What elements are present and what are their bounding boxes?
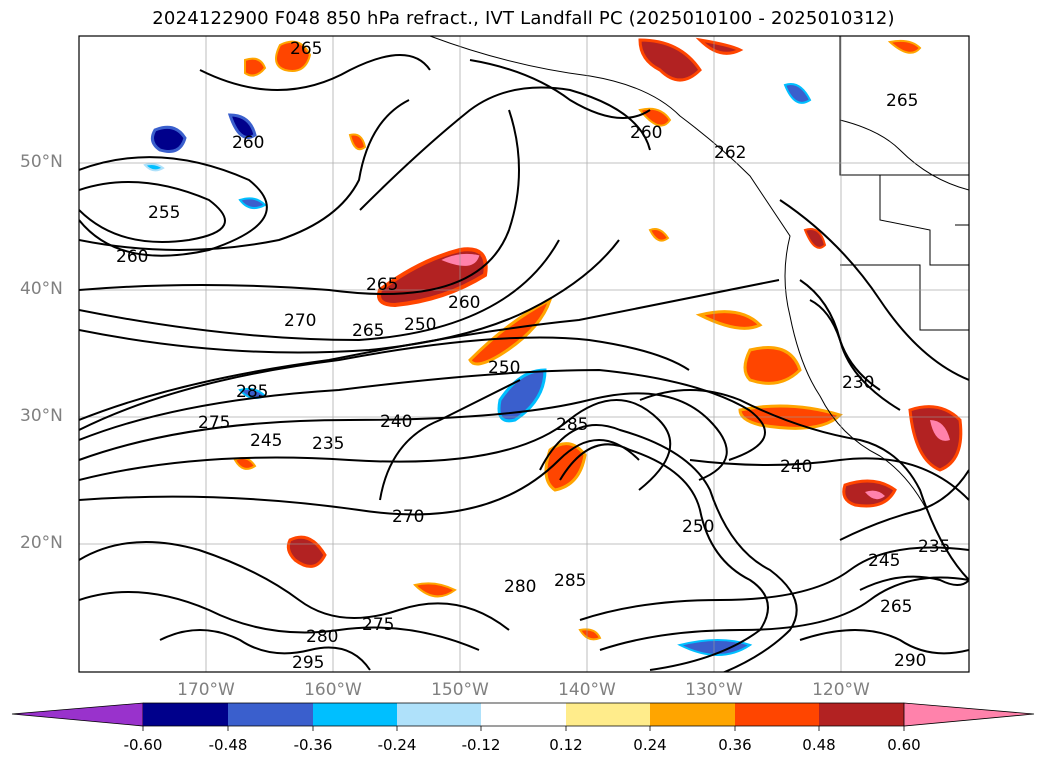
contour-label: 240 (780, 457, 812, 477)
contour-label: 260 (448, 293, 480, 313)
shaded-patches (143, 37, 963, 656)
contour-label: 270 (284, 311, 316, 331)
colorbar (11, 702, 1035, 731)
contour-label: 275 (362, 615, 394, 635)
gridlines (79, 36, 969, 672)
contour-label: 260 (232, 133, 264, 153)
contour-label: 265 (366, 275, 398, 295)
contour-label: 265 (352, 321, 384, 341)
contour-label: 255 (148, 203, 180, 223)
contour-label: 260 (116, 247, 148, 267)
colorbar-tick: 0.48 (802, 736, 836, 754)
contour-label: 260 (630, 123, 662, 143)
contour-label: 245 (250, 431, 282, 451)
map-title: 2024122900 F048 850 hPa refract., IVT La… (152, 8, 895, 29)
contour-label: 280 (504, 577, 536, 597)
lat-label: 20°N (20, 533, 63, 553)
lon-label: 170°W (177, 680, 235, 700)
lon-label: 130°W (685, 680, 743, 700)
contour-labels: 265 260 255 260 265 260 270 265 250 285 … (116, 39, 950, 673)
map-plot-area: 265 260 255 260 265 260 270 265 250 285 … (79, 36, 969, 673)
lon-label: 120°W (812, 680, 870, 700)
contour-label: 285 (236, 382, 268, 402)
colorbar-tick: 0.24 (633, 736, 667, 754)
contour-lines (79, 54, 969, 672)
lon-label: 140°W (558, 680, 616, 700)
contour-label: 250 (404, 315, 436, 335)
colorbar-tick: 0.12 (549, 736, 583, 754)
contour-label: 240 (380, 412, 412, 432)
contour-label: 250 (682, 517, 714, 537)
contour-label: 250 (488, 358, 520, 378)
contour-label: 285 (554, 571, 586, 591)
colorbar-tick: -0.36 (293, 736, 333, 754)
colorbar-tick: -0.12 (461, 736, 501, 754)
lat-label: 40°N (20, 279, 63, 299)
lon-label: 160°W (304, 680, 362, 700)
contour-label: 235 (918, 537, 950, 557)
colorbar-tick: 0.60 (887, 736, 921, 754)
contour-label: 265 (886, 91, 918, 111)
lon-label: 150°W (431, 680, 489, 700)
contour-label: 285 (556, 415, 588, 435)
colorbar-tick: -0.48 (208, 736, 248, 754)
contour-label: 235 (312, 434, 344, 454)
contour-label: 280 (306, 627, 338, 647)
contour-label: 262 (714, 143, 746, 163)
coastline (429, 36, 969, 517)
contour-label: 275 (198, 413, 230, 433)
colorbar-tick: -0.24 (377, 736, 417, 754)
plot-frame (78, 35, 970, 673)
contour-label: 270 (392, 507, 424, 527)
colorbar-tick: 0.36 (718, 736, 752, 754)
lat-label: 50°N (20, 152, 63, 172)
contour-label: 295 (292, 653, 324, 673)
contour-label: 265 (880, 597, 912, 617)
lat-label: 30°N (20, 406, 63, 426)
contour-label: 265 (290, 39, 322, 59)
contour-label: 290 (894, 651, 926, 671)
contour-label: 245 (868, 551, 900, 571)
contour-label: 230 (842, 373, 874, 393)
colorbar-tick: -0.60 (123, 736, 163, 754)
